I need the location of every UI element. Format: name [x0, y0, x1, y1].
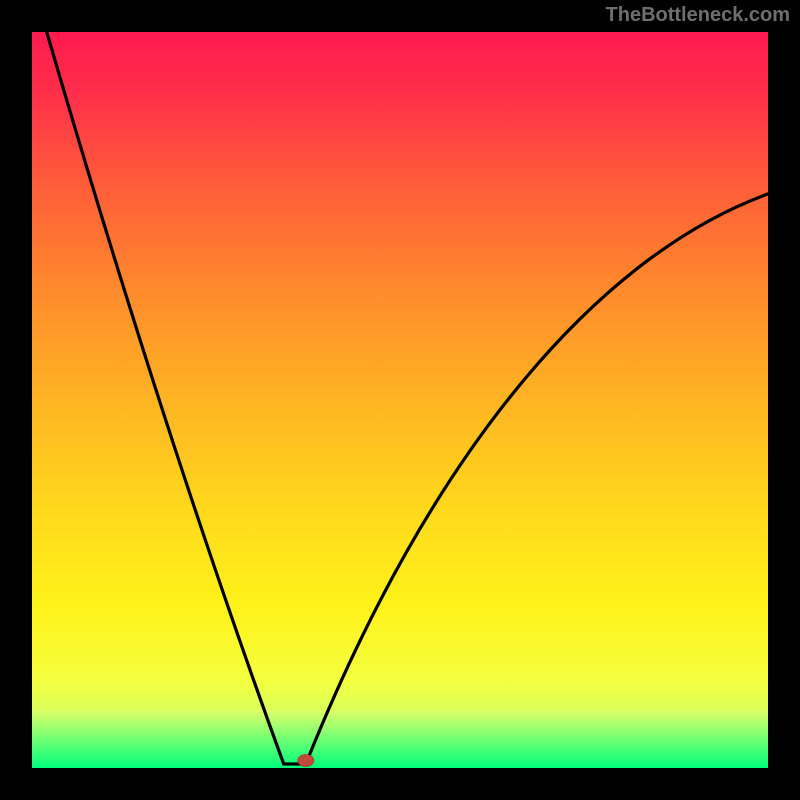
watermark-text: TheBottleneck.com — [606, 4, 790, 27]
bottleneck-marker — [298, 755, 314, 767]
chart-svg — [0, 0, 800, 800]
green-strip — [32, 710, 768, 768]
bottleneck-chart: TheBottleneck.com — [0, 0, 800, 800]
plot-background — [32, 32, 768, 768]
